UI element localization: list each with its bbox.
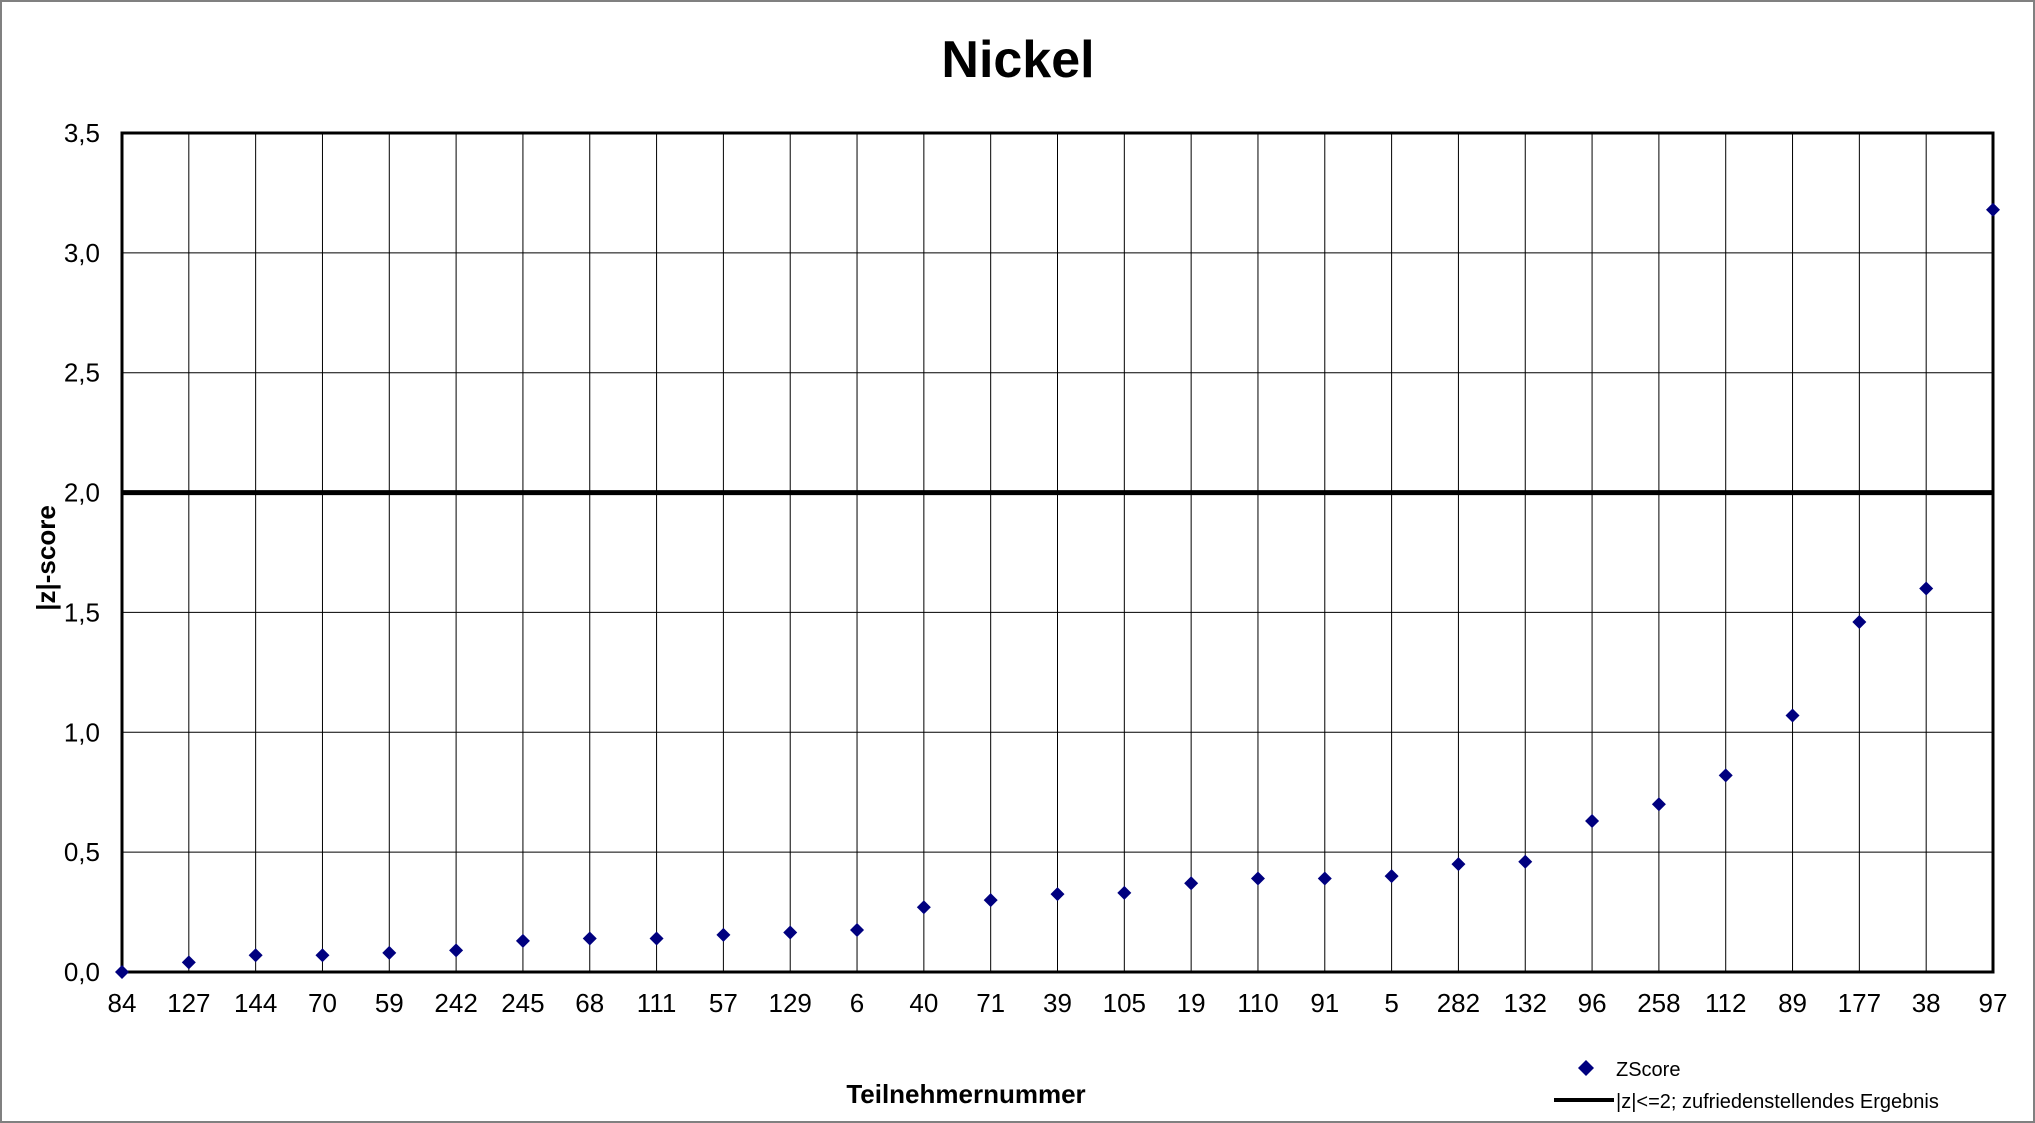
x-tick-label: 112 [1705, 988, 1746, 1018]
data-point [983, 893, 998, 908]
legend-zscore-marker [1578, 1060, 1594, 1076]
data-point [449, 943, 464, 958]
data-point [649, 931, 664, 946]
x-tick-label: 177 [1838, 988, 1881, 1018]
data-point [783, 925, 798, 940]
x-tick-label: 111 [637, 988, 677, 1018]
y-tick-label: 0,0 [64, 957, 100, 987]
data-point [1518, 854, 1533, 869]
plot-area-frame [120, 131, 1995, 974]
data-point [248, 948, 263, 963]
x-tick-label: 40 [909, 988, 938, 1018]
x-tick-label: 71 [976, 988, 1005, 1018]
data-point [1852, 615, 1867, 630]
x-tick-label: 68 [575, 988, 604, 1018]
y-tick-label: 3,0 [64, 238, 100, 268]
y-tick-label: 2,5 [64, 358, 100, 388]
x-tick-label: 39 [1043, 988, 1072, 1018]
x-tick-label: 91 [1310, 988, 1339, 1018]
data-point [582, 931, 597, 946]
data-point [115, 965, 129, 979]
x-tick-label: 59 [375, 988, 404, 1018]
data-point [1718, 768, 1733, 783]
data-point [1919, 581, 1934, 596]
x-tick-label: 19 [1177, 988, 1206, 1018]
data-point [1184, 876, 1199, 891]
x-tick-label: 97 [1979, 988, 2008, 1018]
legend-reference-line-label: |z|<=2; zufriedenstellendes Ergebnis [1616, 1091, 1939, 1113]
data-point [1651, 797, 1666, 812]
zscore-points [115, 202, 2000, 979]
x-tick-label: 105 [1103, 988, 1146, 1018]
x-tick-label: 144 [234, 988, 277, 1018]
data-point [515, 933, 530, 948]
data-point [1585, 813, 1600, 828]
data-point [1050, 887, 1065, 902]
x-tick-label: 242 [434, 988, 477, 1018]
legend-zscore-label: ZScore [1616, 1059, 1680, 1081]
legend: ZScore |z|<=2; zufriedenstellendes Ergeb… [1554, 1059, 1939, 1113]
x-tick-label: 70 [308, 988, 337, 1018]
y-tick-label: 2,0 [64, 478, 100, 508]
data-point [1117, 885, 1132, 900]
x-tick-label: 258 [1637, 988, 1680, 1018]
x-tick-label: 282 [1437, 988, 1480, 1018]
data-point [916, 900, 931, 915]
x-tick-label: 129 [769, 988, 812, 1018]
x-axis-title: Teilnehmernummer [846, 1079, 1085, 1109]
x-tick-label: 6 [850, 988, 864, 1018]
data-point [1986, 202, 2000, 217]
data-point [181, 955, 196, 970]
x-tick-label: 5 [1384, 988, 1398, 1018]
x-tick-label: 132 [1504, 988, 1547, 1018]
x-tick-label: 84 [108, 988, 137, 1018]
y-axis-tick-labels: 0,0 0,5 1,0 1,5 2,0 2,5 3,0 3,5 [64, 118, 100, 987]
data-point [850, 923, 865, 938]
y-tick-label: 1,5 [64, 597, 100, 627]
data-point [1451, 857, 1466, 872]
y-tick-label: 1,0 [64, 717, 100, 747]
data-point [1785, 708, 1800, 723]
x-tick-label: 57 [709, 988, 738, 1018]
data-point [716, 927, 731, 942]
data-point [382, 945, 397, 960]
x-tick-label: 110 [1237, 988, 1278, 1018]
x-tick-label: 38 [1912, 988, 1941, 1018]
data-point [1384, 869, 1399, 884]
x-tick-label: 96 [1578, 988, 1607, 1018]
gridlines [121, 132, 1994, 973]
x-tick-label: 127 [167, 988, 210, 1018]
x-tick-label: 89 [1778, 988, 1807, 1018]
x-tick-label: 245 [501, 988, 544, 1018]
y-tick-label: 0,5 [64, 837, 100, 867]
data-point [1317, 871, 1332, 886]
data-point [315, 948, 330, 963]
chart-title: Nickel [941, 31, 1094, 89]
x-axis-tick-labels: 84 127 144 70 59 242 245 68 111 57 129 6 40 71 39 105 19… [108, 988, 2008, 1018]
y-tick-label: 3,5 [64, 118, 100, 148]
data-point [1250, 871, 1265, 886]
y-axis-title: |z|-score [31, 505, 61, 611]
